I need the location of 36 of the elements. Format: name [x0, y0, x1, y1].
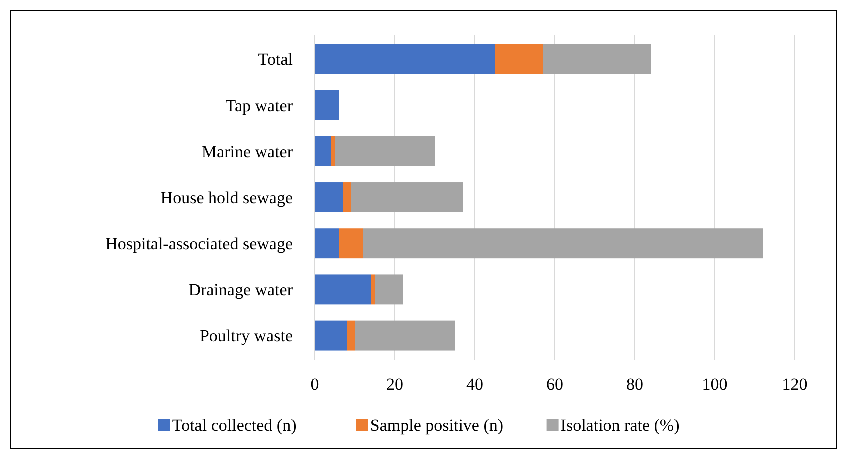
- bar: [315, 182, 343, 212]
- x-tick-label: 120: [782, 375, 808, 394]
- y-tick-label: Drainage water: [188, 280, 294, 300]
- bar: [315, 44, 495, 74]
- bar: [315, 274, 371, 305]
- bar: [347, 320, 355, 351]
- x-tick-label: 40: [466, 375, 484, 394]
- bar: [375, 274, 403, 305]
- bar: [315, 136, 331, 166]
- bar: [351, 182, 463, 212]
- x-tick-label: 100: [702, 375, 728, 394]
- bar: [371, 274, 375, 305]
- y-tick-label: Hospital-associated sewage: [106, 234, 293, 254]
- bar: [315, 90, 339, 120]
- bar: [315, 228, 339, 259]
- y-tick-label: House hold sewage: [160, 188, 293, 208]
- bar: [331, 136, 335, 166]
- legend-label: Isolation rate (%): [560, 416, 680, 435]
- bar: [363, 228, 763, 259]
- y-tick-label: Marine water: [202, 142, 294, 162]
- y-tick-label: Tap water: [226, 96, 294, 116]
- x-tick-label: 0: [310, 375, 320, 394]
- bar: [355, 320, 455, 351]
- bar: [335, 136, 435, 166]
- y-tick-label: Total: [258, 50, 294, 70]
- legend-label: Sample positive (n): [370, 416, 504, 435]
- x-tick-label: 60: [546, 375, 564, 394]
- y-tick-label: Poultry waste: [200, 326, 293, 346]
- x-tick-label: 80: [626, 375, 644, 394]
- legend-label: Total collected (n): [172, 416, 297, 435]
- x-tick-label: 20: [386, 375, 404, 394]
- bar: [343, 182, 351, 212]
- bar: [543, 44, 651, 74]
- bar: [339, 228, 363, 259]
- bar: [495, 44, 543, 74]
- bar: [315, 320, 347, 351]
